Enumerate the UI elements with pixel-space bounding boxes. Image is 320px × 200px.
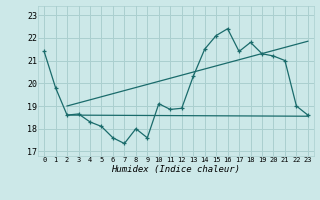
X-axis label: Humidex (Indice chaleur): Humidex (Indice chaleur) [111,165,241,174]
